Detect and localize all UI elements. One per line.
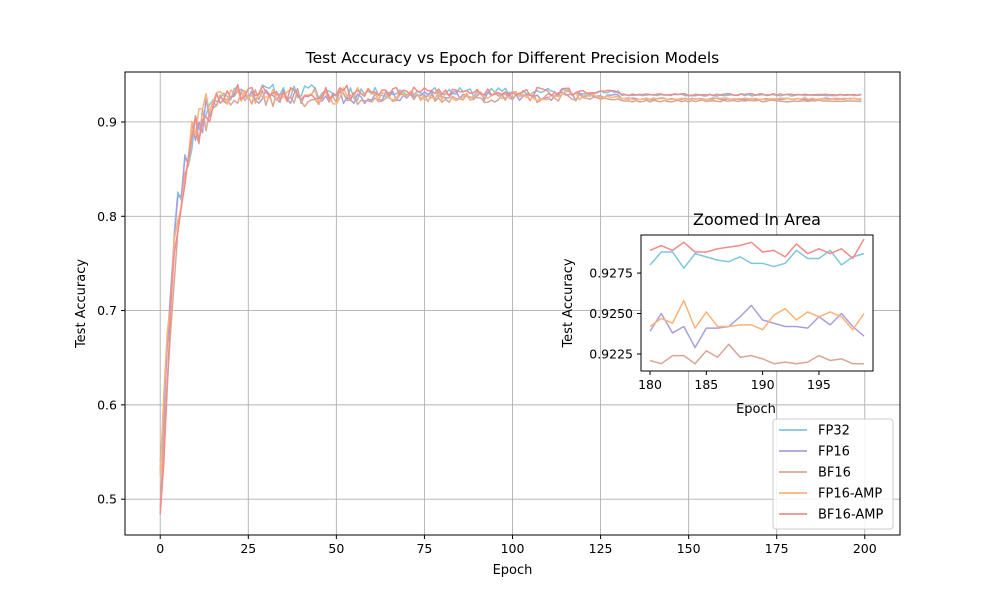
inset-series-line-fp16 (649, 304, 865, 349)
x-tick-label: 125 (589, 541, 613, 556)
inset-y-tick-label: 0.9225 (589, 347, 633, 362)
inset-x-tick-label: 190 (751, 377, 775, 392)
legend-box (772, 418, 894, 530)
main-lines (159, 83, 862, 515)
inset-x-ticks: 180 185 190 195 (638, 371, 831, 392)
x-tick-label: 150 (677, 541, 701, 556)
legend-items: FP32 FP16 BF16 FP16-AMP BF16-AMP (779, 424, 883, 523)
y-tick-label: 0.9 (97, 114, 117, 129)
inset-series-line-bf16 (649, 343, 864, 365)
legend-label-fp16-amp: FP16-AMP (818, 487, 882, 502)
inset-x-tick-label: 180 (638, 377, 662, 392)
x-tick-label: 175 (765, 541, 789, 556)
legend: FP32 FP16 BF16 FP16-AMP BF16-AMP (772, 418, 894, 530)
inset-y-tick-label: 0.9275 (589, 266, 633, 281)
series-line-bf16-amp (159, 83, 862, 515)
x-tick-label: 75 (416, 541, 432, 556)
legend-label-fp32: FP32 (818, 424, 850, 439)
inset-axes: 180 185 190 195 0.9225 0.9250 0.9275 Zoomed I… (561, 210, 874, 417)
inset-series-line-fp16-amp (649, 299, 865, 331)
main-x-ticks: 0 25 50 75 100 125 150 175 200 (156, 535, 877, 556)
legend-label-fp16: FP16 (818, 445, 850, 460)
inset-y-axis-label: Test Accuracy (561, 258, 576, 348)
inset-y-ticks: 0.9225 0.9250 0.9275 (589, 266, 641, 362)
inset-x-tick-label: 185 (694, 377, 718, 392)
inset-title: Zoomed In Area (693, 210, 821, 229)
y-axis-label: Test Accuracy (74, 259, 89, 349)
x-tick-label: 100 (501, 541, 525, 556)
inset-series-line-fp32 (649, 249, 865, 269)
y-tick-label: 0.7 (97, 303, 117, 318)
y-tick-label: 0.6 (97, 397, 117, 412)
x-tick-label: 200 (853, 541, 877, 556)
legend-label-bf16: BF16 (818, 466, 851, 481)
x-axis-label: Epoch (493, 563, 533, 578)
y-tick-label: 0.5 (97, 492, 117, 507)
inset-x-tick-label: 195 (807, 377, 831, 392)
inset-x-axis-label: Epoch (736, 402, 776, 417)
inset-lines (649, 238, 865, 365)
x-tick-label: 0 (156, 541, 164, 556)
main-y-ticks: 0.5 0.6 0.7 0.8 0.9 (97, 114, 125, 507)
inset-series-line-bf16-amp (649, 238, 865, 260)
inset-background (641, 235, 873, 371)
inset-y-tick-label: 0.9250 (589, 306, 633, 321)
x-tick-label: 50 (328, 541, 344, 556)
chart-title: Test Accuracy vs Epoch for Different Pre… (305, 49, 720, 67)
inset-frame (640, 234, 874, 372)
legend-label-bf16-amp: BF16-AMP (818, 508, 883, 523)
x-tick-label: 25 (240, 541, 256, 556)
y-tick-label: 0.8 (97, 209, 117, 224)
main-grid (125, 72, 900, 535)
